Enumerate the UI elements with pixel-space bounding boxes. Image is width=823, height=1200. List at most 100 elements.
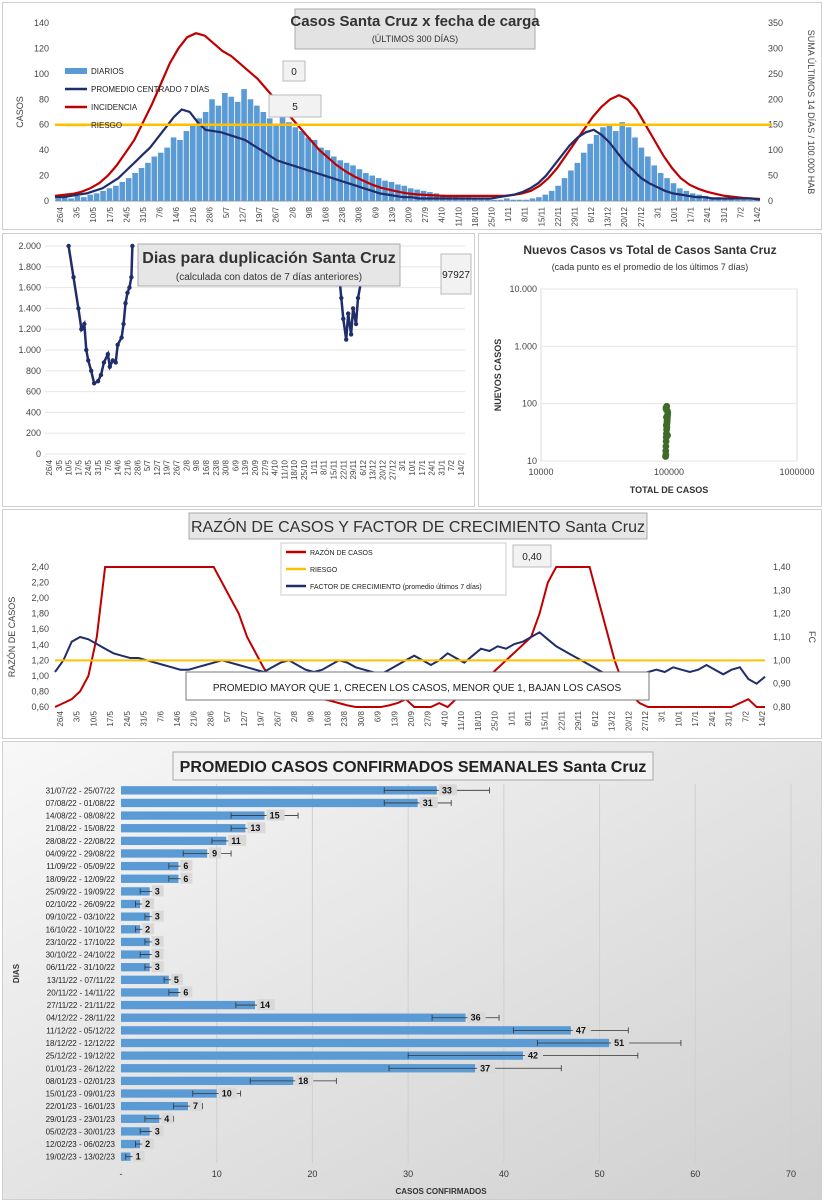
x-tick-label: 6/12 [587, 206, 596, 222]
x-tick-label: 6/12 [359, 459, 368, 475]
doubling-point [130, 243, 135, 249]
x-tick-label: 14/6 [114, 459, 123, 475]
case-ratio-line [54, 566, 765, 709]
x-tick-label: 31/5 [139, 206, 148, 222]
category-label: 18/09/22 - 12/09/22 [46, 875, 116, 884]
x-tick-label: 3/5 [73, 206, 82, 218]
data-label-bg [228, 834, 247, 846]
x-tick-label: 3/1 [653, 206, 662, 218]
x-tick-label: 26/4 [45, 459, 54, 475]
x-tick-label: 14/6 [172, 206, 181, 222]
y-tick-label: 10.000 [509, 284, 537, 294]
x-tick-label: 40 [499, 1169, 509, 1179]
x-tick-label: 4/10 [440, 710, 449, 726]
weekly-bar [121, 1114, 160, 1123]
y-tick-label: 40 [39, 145, 49, 155]
x-tick-label: 7/6 [156, 710, 165, 722]
daily-bar [196, 118, 203, 201]
doubling-point [113, 360, 118, 365]
x-tick-label: 13/9 [390, 710, 399, 726]
x-tick-label: 25/10 [491, 710, 500, 731]
x-tick-label: 1/11 [504, 206, 513, 222]
legend-label: FACTOR DE CRECIMIENTO (promedio últimos … [310, 584, 482, 591]
x-tick-label: 28/6 [206, 710, 215, 726]
y-tick-label: 120 [34, 43, 49, 53]
data-label: 6 [183, 874, 188, 884]
value-box [440, 253, 472, 295]
daily-bar [68, 198, 74, 201]
y2-tick-label: 200 [768, 94, 783, 104]
category-label: 13/11/22 - 07/11/22 [47, 976, 116, 985]
x-tick-label: 10000 [528, 467, 553, 477]
x-tick-label: 19/7 [255, 206, 264, 222]
daily-bar [728, 198, 734, 201]
x-tick-label: 12/7 [240, 710, 249, 726]
y-tick-label: 10 [527, 456, 537, 466]
x-tick-label: 3/1 [658, 710, 667, 722]
chart-title-box [188, 512, 648, 540]
weekly-bar [121, 824, 246, 833]
y2-tick-label: 1,30 [773, 585, 791, 595]
daily-bar [363, 173, 369, 201]
y2-tick-label: 1,10 [773, 632, 791, 642]
x-tick-label: 23/8 [212, 459, 221, 475]
x-tick-label: 10/1 [408, 459, 417, 475]
x-tick-label: 22/11 [339, 459, 348, 479]
daily-bar [61, 197, 68, 201]
chart-title-box [137, 243, 401, 287]
weekly-bar [121, 874, 179, 883]
y2-tick-label: 250 [768, 69, 783, 79]
daily-bar [504, 198, 510, 201]
weekly-bar [121, 836, 227, 846]
x-tick-label: 100000 [654, 467, 684, 477]
data-label-bg [295, 1074, 314, 1086]
category-label: 18/12/22 - 12/12/22 [46, 1039, 116, 1048]
weekly-bar [121, 1139, 141, 1149]
daily-bar [209, 99, 215, 201]
data-label-bg [180, 872, 193, 884]
weekly-bar [121, 1013, 466, 1022]
cases-chart: Casos Santa Cruz x fecha de carga (ÚLTIMO… [15, 8, 816, 227]
x-tick-label: 18/10 [471, 206, 480, 227]
data-label: 13 [250, 823, 260, 833]
daily-bar [491, 199, 497, 201]
x-axis-label: TOTAL DE CASOS [630, 485, 709, 495]
y-tick-label: 100 [34, 69, 49, 79]
daily-bar [113, 185, 119, 201]
doubling-point [355, 295, 361, 301]
data-label-bg [142, 1138, 155, 1150]
cases-chart-panel: Casos Santa Cruz x fecha de carga (ÚLTIMO… [2, 2, 822, 230]
daily-bar [106, 188, 113, 201]
data-label: 37 [480, 1063, 490, 1073]
doubling-point [353, 321, 359, 327]
doubling-point [101, 360, 107, 365]
y-axis-label: NUEVOS CASOS [493, 339, 503, 412]
data-label-bg [247, 822, 266, 834]
data-label-bg [151, 885, 164, 897]
x-tick-label: 31/5 [140, 710, 149, 726]
data-label-bg [180, 986, 193, 998]
x-tick-label: 7/2 [741, 710, 750, 722]
daily-bar [638, 147, 645, 201]
legend-label: RIESGO [310, 567, 338, 574]
daily-bar [81, 197, 87, 201]
x-tick-label: 20/9 [407, 710, 416, 726]
data-label-bg [151, 1125, 164, 1137]
weekly-bar [121, 1127, 150, 1136]
x-tick-label: 24/5 [122, 206, 131, 222]
x-tick-label: 26/7 [173, 459, 182, 475]
annotation-box [185, 671, 650, 701]
legend-label: DIARIOS [91, 67, 124, 76]
y2-tick-label: 350 [768, 18, 783, 28]
weekly-chart-panel: PROMEDIO CASOS CONFIRMADOS SEMANALES San… [2, 741, 822, 1200]
average-line [55, 108, 761, 201]
doubling-point [348, 332, 354, 337]
data-label-bg [477, 1062, 496, 1074]
y-tick-label: 1,00 [31, 671, 49, 681]
daily-bar [55, 198, 62, 201]
value-box [268, 94, 322, 118]
daily-bar [587, 143, 593, 201]
doubling-point [345, 311, 351, 316]
category-label: 16/10/22 - 10/10/22 [46, 925, 116, 934]
data-label-bg [611, 1036, 630, 1048]
